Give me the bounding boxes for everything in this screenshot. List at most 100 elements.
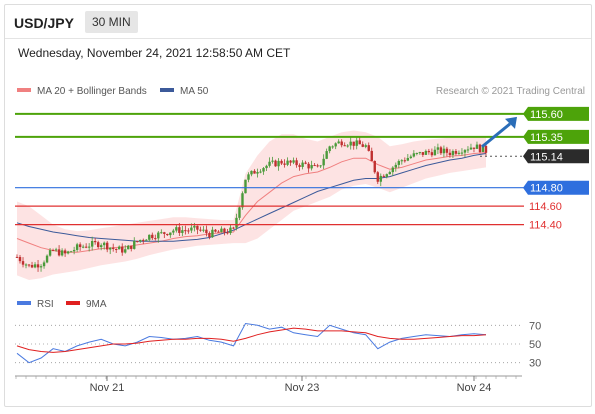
rsi-tick-label: 50 [529,339,541,351]
candle-body [481,145,485,153]
candle [307,162,310,173]
level-label: 115.35 [530,132,563,144]
candle-body [232,227,235,229]
candle-body [448,152,452,156]
candle [75,242,79,252]
candle [72,246,76,255]
candle [427,148,431,155]
candle [475,141,479,149]
candle-body [466,149,470,151]
level-tag [523,180,589,195]
candle-body [238,207,241,218]
key-levels: 115.60 115.35 114.80 114.60 114.40 115.14 [15,106,589,232]
candle [283,159,286,168]
candle [205,225,208,237]
candle [99,243,103,251]
candle-body [130,245,133,249]
candle [442,145,446,158]
candle-body [292,160,295,163]
candle-body [316,165,319,167]
ma9-legend-label: 9MA [86,299,107,310]
candle [148,234,151,242]
candle-body [226,232,229,234]
candle-body [172,230,175,233]
level-115-60: 115.60 [15,106,589,121]
candle [247,172,250,183]
candle-body [108,247,112,250]
candle [253,169,256,174]
candle [436,143,440,155]
candle [208,231,211,240]
candle-body [190,227,193,231]
candle [391,166,395,176]
candle [181,225,184,237]
header-divider [5,38,591,39]
candle [280,159,283,165]
candle [415,152,419,156]
candle-body [436,147,440,150]
candle-body [63,250,67,254]
candle [445,146,449,157]
candle-body [382,175,385,177]
timestamp: Wednesday, November 24, 2021 12:58:50 AM… [18,46,291,60]
candle [334,142,337,150]
candle [388,170,391,175]
candle-body [27,264,31,266]
candle-body [265,165,268,169]
candle-body [376,172,379,182]
candle [418,151,422,155]
candle-body [75,244,79,250]
candle-body [403,160,407,162]
candle-body [151,234,154,239]
candle [286,157,289,167]
candle [199,226,202,232]
candle-body [145,239,148,241]
candle-body [280,160,283,164]
candle [466,146,470,154]
candle-body [48,250,52,256]
candle-body [96,242,100,248]
candle [48,248,52,257]
candle [238,206,241,221]
candle [352,141,355,150]
candle [268,157,271,168]
candle [63,248,67,257]
x-tick-label: Nov 23 [285,382,320,394]
candle-body [427,150,431,153]
candle [187,228,190,234]
candle-body [349,141,352,146]
ma20-line [16,152,487,253]
chart-header: USD/JPY 30 MIN [5,5,591,35]
candle-body [36,264,40,268]
timeframe-badge[interactable]: 30 MIN [85,11,138,33]
candle-body [84,246,88,248]
candle-body [42,262,46,267]
candle [211,226,214,238]
ma9-legend-swatch [66,301,80,305]
candle-body [196,225,199,230]
candle [370,147,373,162]
candle [340,139,343,148]
candle [256,168,259,178]
bollinger-legend-swatch [17,88,31,92]
candle-body [424,150,428,155]
candle-body [139,239,142,242]
candle [130,245,133,252]
candle [343,142,346,147]
candle-body [451,151,455,156]
candle-body [367,145,370,151]
candle-body [184,230,187,232]
candle-body [337,141,340,144]
candle-body [15,256,19,258]
candle-body [301,162,304,167]
candle [30,261,34,269]
level-label: 114.40 [529,220,562,232]
candle [385,173,388,179]
candle-body [478,144,482,153]
candle [304,160,307,165]
candle [250,170,253,177]
candle-body [460,152,464,154]
candle-body [352,141,355,146]
candle-body [142,239,145,241]
